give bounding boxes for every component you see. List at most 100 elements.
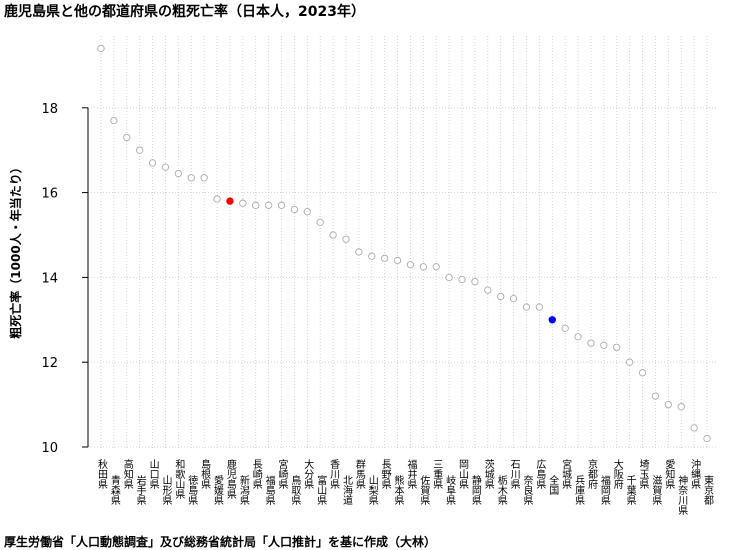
data-point: [638, 369, 647, 377]
data-point: [587, 339, 595, 347]
data-point: [161, 163, 170, 171]
data-point: [535, 303, 544, 311]
data-point: [458, 275, 466, 284]
x-tick-label: 鳥取県: [289, 474, 301, 506]
x-tick-label: 宮城県: [560, 458, 572, 490]
x-tick-label: 宮崎県: [276, 458, 288, 490]
data-point: [264, 201, 273, 209]
data-point: [497, 292, 505, 301]
y-tick-label: 14: [41, 271, 58, 286]
data-point: [110, 116, 118, 125]
x-tick-label: 愛媛県: [212, 474, 224, 506]
x-tick-label: 和歌山県: [173, 459, 185, 500]
data-point: [252, 201, 260, 209]
x-tick-label: 徳島県: [186, 474, 198, 506]
x-tick-label: 滋賀県: [650, 474, 662, 506]
data-point: [123, 133, 131, 142]
data-point: [509, 294, 518, 303]
x-tick-label: 石川県: [508, 459, 520, 490]
data-point: [574, 333, 582, 341]
data-point: [97, 44, 105, 53]
x-tick-label: 岩手県: [134, 474, 146, 506]
x-tick-label: 鹿児島県: [224, 458, 236, 500]
x-tick-label: 山梨県: [366, 475, 378, 506]
highlight-point: [226, 197, 234, 205]
x-tick-label: 全国: [547, 474, 559, 496]
data-point: [484, 286, 492, 294]
data-point: [290, 205, 299, 214]
data-point: [445, 273, 453, 282]
x-tick-label: 千葉県: [624, 475, 636, 506]
x-tick-label: 愛知県: [663, 458, 675, 490]
x-tick-label: 長野県: [379, 459, 391, 490]
data-point: [329, 231, 337, 239]
data-point: [148, 159, 157, 167]
y-axis-label: 粗死亡率（1000人・年当たり）: [8, 161, 23, 338]
data-point: [239, 199, 247, 207]
x-tick-label: 島根県: [199, 458, 211, 490]
x-tick-label: 奈良県: [521, 474, 533, 506]
data-point: [200, 174, 208, 182]
x-tick-label: 栃木県: [495, 474, 507, 506]
x-tick-label: 岡山県: [457, 459, 469, 490]
x-tick-label: 茨城県: [482, 458, 494, 490]
x-tick-label: 高知県: [121, 458, 133, 490]
data-point: [342, 235, 350, 243]
x-tick-label: 京都府: [585, 458, 597, 490]
x-tick-label: 青森県: [108, 474, 120, 506]
data-point: [419, 263, 427, 271]
data-points: [97, 44, 711, 443]
x-tick-label: 秋田県: [96, 458, 108, 490]
y-tick-label: 16: [41, 187, 58, 202]
data-point: [690, 424, 698, 432]
data-point: [651, 392, 660, 400]
chart-title: 鹿児島県と他の都道府県の粗死亡率（日本人，2023年）: [4, 4, 365, 20]
x-tick-label: 広島県: [534, 458, 546, 490]
y-tick-label: 12: [41, 356, 58, 371]
grid: [88, 36, 716, 449]
y-tick-label: 18: [41, 102, 58, 117]
data-point: [625, 358, 634, 366]
data-point: [213, 195, 221, 203]
data-point: [406, 261, 415, 269]
data-point: [600, 341, 608, 349]
x-tick-label: 山形県: [160, 475, 172, 506]
data-point: [393, 256, 402, 265]
x-tick-label: 熊本県: [392, 474, 404, 506]
data-point: [187, 174, 195, 182]
data-point: [522, 303, 531, 311]
data-point: [561, 324, 569, 332]
x-tick-label: 福島県: [263, 474, 275, 506]
source-caption: 厚生労働省「人口動態調査」及び総務省統計局「人口推計」を基に作成（大林）: [4, 535, 437, 549]
x-tick-label: 佐賀県: [418, 475, 430, 506]
x-tick-label: 福岡県: [598, 474, 610, 506]
data-point: [174, 169, 183, 178]
data-point: [355, 248, 363, 256]
x-tick-label: 長崎県: [250, 459, 262, 490]
x-tick-label: 富山県: [315, 474, 327, 506]
x-tick-label: 北海道: [340, 475, 352, 505]
x-tick-label: 兵庫県: [573, 474, 585, 506]
x-tick-label: 埼玉県: [637, 458, 649, 490]
data-point: [677, 403, 685, 411]
data-point: [471, 277, 479, 286]
data-point: [136, 146, 144, 154]
x-tick-label: 岐阜県: [444, 474, 456, 506]
x-tick-label: 東京都: [702, 474, 714, 506]
data-point: [368, 252, 376, 260]
highlight-point: [548, 316, 556, 324]
data-point: [613, 343, 621, 352]
y-axis: 10 12 14 16 18 粗死亡率（1000人・年当たり）: [8, 102, 89, 456]
data-point: [703, 434, 711, 443]
x-tick-label: 福井県: [405, 458, 417, 490]
x-tick-label: 神奈川県: [676, 474, 688, 516]
y-tick-label: 10: [41, 441, 58, 456]
x-tick-label: 群馬県: [353, 458, 365, 490]
data-point: [381, 254, 389, 262]
data-point: [303, 208, 311, 216]
x-tick-label: 香川県: [328, 459, 340, 490]
data-point: [432, 263, 440, 271]
x-tick-label: 静岡県: [469, 474, 481, 506]
